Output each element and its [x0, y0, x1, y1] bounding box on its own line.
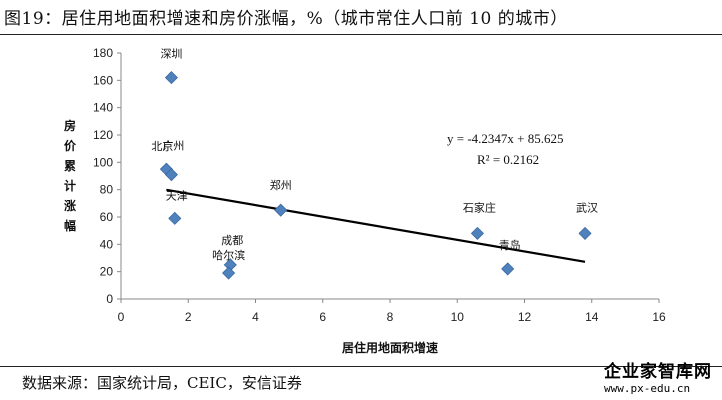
y-tick-label: 40 [100, 237, 114, 251]
y-tick-label: 160 [93, 73, 113, 87]
data-point [164, 71, 179, 85]
point-label: 深圳 [160, 48, 182, 61]
chart-axes [117, 52, 660, 303]
trend-r-squared: R² = 0.2162 [477, 152, 539, 167]
x-tick-label: 10 [451, 310, 465, 324]
x-tick-label: 4 [252, 310, 259, 324]
y-axis-title-char: 计 [64, 178, 76, 193]
chart-title: 图19：居住用地面积增速和房价涨幅，%（城市常住人口前 10 的城市） [4, 9, 568, 29]
x-axis-title: 居住用地面积增速 [342, 340, 438, 355]
point-label: 青岛 [499, 238, 521, 252]
point-label: 石家庄 [463, 200, 496, 214]
watermark-name: 企业家智库网 [604, 362, 712, 382]
data-point [274, 203, 288, 217]
data-point [168, 211, 182, 225]
trendline [166, 188, 586, 263]
data-point [164, 168, 179, 182]
data-point [470, 226, 484, 240]
y-tick-label: 0 [106, 292, 113, 306]
point-label: 武汉 [576, 201, 598, 214]
point-label: 天津 [166, 189, 188, 202]
bottom-rule [0, 366, 722, 367]
y-tick-label: 140 [93, 101, 113, 115]
trend-equation: y = -4.2347x + 85.625 [447, 131, 564, 146]
point-label: 广州 [162, 140, 184, 153]
y-tick-label: 80 [100, 183, 114, 197]
y-tick-label: 20 [100, 265, 114, 279]
tick-labels: 0 20 40 60 80 100 120 140 160 180 0 2 4 6 8 10 12 14 16 [93, 46, 666, 324]
watermark-url: www.px-edu.cn [604, 382, 691, 395]
data-points [159, 71, 592, 280]
data-point [222, 266, 236, 280]
x-tick-label: 14 [585, 310, 599, 324]
x-tick-label: 2 [185, 310, 192, 324]
x-tick-label: 6 [319, 310, 326, 324]
x-tick-label: 12 [518, 310, 532, 324]
top-rule [0, 34, 722, 35]
data-point [501, 262, 515, 276]
y-tick-label: 120 [93, 128, 113, 142]
y-tick-label: 60 [100, 210, 114, 224]
y-axis-title-char: 幅 [64, 218, 76, 233]
y-axis-title-char: 房 [64, 118, 76, 133]
x-tick-label: 0 [118, 310, 125, 324]
y-tick-label: 180 [93, 46, 113, 60]
data-point [578, 226, 592, 240]
y-axis-title-char: 涨 [64, 198, 76, 213]
y-tick-label: 100 [93, 155, 113, 169]
point-label: 北京 [151, 139, 173, 153]
point-label: 郑州 [270, 178, 292, 192]
y-axis-title-char: 累 [64, 159, 76, 173]
source-note: 数据来源：国家统计局，CEIC，安信证券 [22, 374, 302, 392]
point-label: 哈尔滨 [212, 248, 245, 262]
x-tick-label: 8 [387, 310, 394, 324]
point-label: 成都 [221, 234, 243, 247]
y-axis-title-char: 价 [64, 139, 77, 153]
x-tick-label: 16 [652, 310, 666, 324]
